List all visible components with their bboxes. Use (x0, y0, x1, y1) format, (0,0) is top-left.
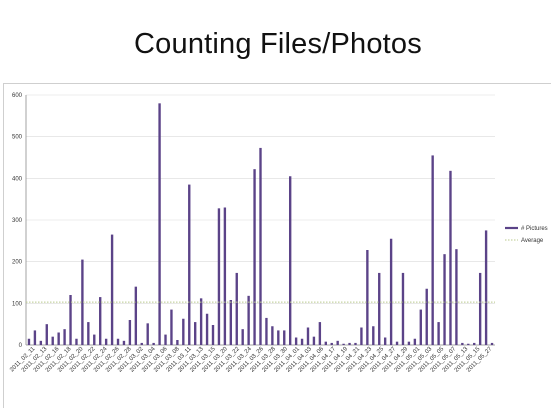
bar (188, 184, 191, 345)
bar (51, 336, 54, 345)
bar (170, 309, 173, 345)
bar (443, 254, 446, 345)
bar (211, 325, 215, 345)
bar (205, 313, 209, 345)
bar (324, 341, 327, 345)
chart-frame (3, 83, 551, 408)
y-tick-label: 300 (12, 218, 23, 224)
bar (182, 318, 185, 345)
bar (449, 170, 452, 345)
bar (312, 336, 316, 345)
bar (437, 322, 440, 345)
bar (140, 342, 143, 345)
bar (146, 323, 149, 345)
bar (176, 340, 179, 345)
bar (354, 342, 357, 345)
bar (467, 343, 470, 345)
bar (395, 341, 399, 345)
bar (122, 340, 126, 345)
legend-label-average: Average (521, 238, 544, 244)
bar (45, 324, 48, 345)
bar (152, 342, 155, 345)
bar (294, 337, 298, 345)
bar (413, 338, 417, 345)
bar (336, 340, 339, 345)
bar (265, 317, 268, 345)
bar (134, 286, 138, 345)
y-tick-label: 500 (12, 135, 23, 141)
bar (217, 208, 221, 345)
bar (342, 343, 345, 345)
bar (81, 259, 84, 345)
bar (229, 300, 233, 345)
bar (75, 338, 78, 345)
bar (277, 330, 280, 345)
bar (407, 341, 411, 345)
bar (366, 250, 369, 345)
y-tick-label: 100 (12, 301, 23, 307)
y-tick-label: 600 (12, 93, 23, 99)
bar (194, 322, 197, 345)
bar (33, 330, 37, 345)
bar (93, 334, 96, 345)
bar (158, 103, 161, 345)
bar (63, 329, 66, 345)
legend-label-pictures: # Pictures (521, 226, 548, 232)
bar (401, 272, 405, 345)
slide-title: Counting Files/Photos (134, 28, 422, 60)
bar (116, 338, 120, 345)
bar (478, 272, 482, 345)
bar (490, 342, 494, 345)
bar (104, 338, 108, 345)
bar (57, 332, 60, 345)
y-tick-label: 0 (19, 343, 23, 349)
bar (372, 326, 375, 345)
bar (473, 342, 476, 345)
bar (383, 337, 387, 345)
bar (318, 322, 322, 345)
y-tick-label: 400 (12, 176, 23, 182)
bar (271, 326, 274, 345)
bar (39, 340, 43, 345)
bar (110, 234, 114, 345)
bar (360, 327, 363, 345)
bar (419, 309, 422, 345)
bar (99, 297, 102, 345)
bar (348, 342, 351, 345)
bar (199, 298, 203, 345)
bar (235, 272, 238, 345)
y-tick-label: 200 (12, 260, 23, 266)
bar (389, 238, 393, 345)
bar (241, 329, 244, 345)
bar (223, 207, 227, 345)
bar (300, 338, 304, 345)
bar (288, 176, 292, 345)
bar (461, 342, 464, 345)
bar (247, 295, 250, 345)
bar (455, 249, 458, 345)
bar (69, 295, 72, 345)
bar (431, 155, 434, 345)
bar (164, 334, 167, 345)
bar (27, 338, 31, 345)
bar (259, 147, 262, 345)
bar (484, 230, 488, 345)
bar (128, 320, 132, 345)
bar (306, 327, 310, 345)
bar (378, 272, 381, 345)
bar (253, 169, 256, 345)
bar (87, 322, 90, 345)
bar (283, 330, 286, 345)
bar (330, 342, 333, 345)
bar (425, 288, 428, 345)
